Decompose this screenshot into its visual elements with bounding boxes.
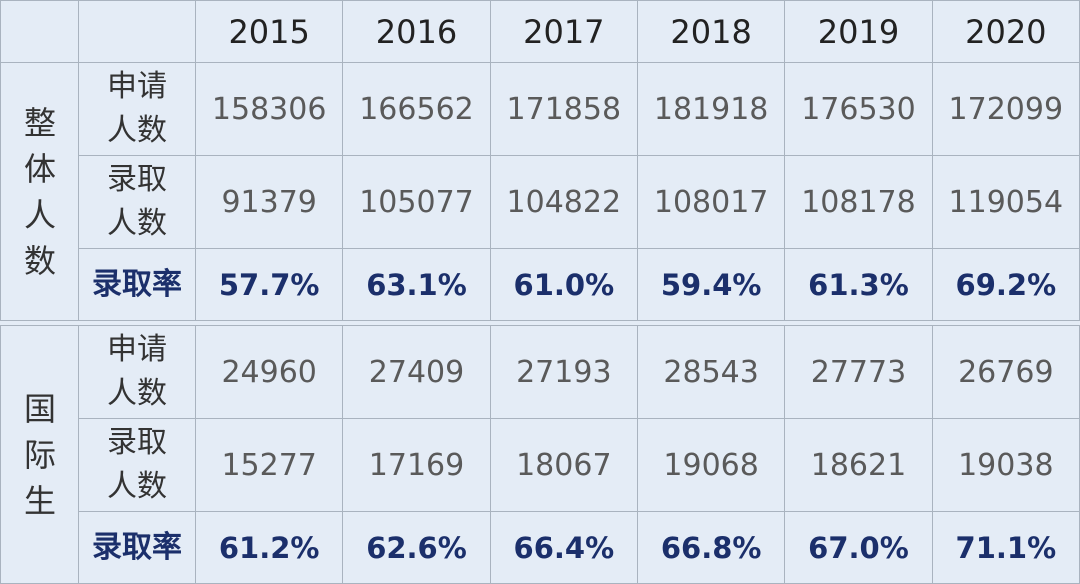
value-cell: 15277 [194,418,344,512]
value-cell: 19038 [931,418,1080,512]
rate-cell: 61.0% [489,248,638,321]
year-header: 2018 [636,0,786,63]
value-cell: 158306 [194,62,344,156]
value-cell: 26769 [931,325,1080,419]
value-cell: 171858 [489,62,638,156]
value-cell: 104822 [489,155,638,249]
value-cell: 18067 [489,418,638,512]
rate-cell: 59.4% [636,248,786,321]
value-cell: 91379 [194,155,344,249]
table-row: 整体人数 申请人数 158306 166562 171858 181918 176530 17… [0,62,1080,321]
value-cell: 27193 [489,325,638,419]
rate-cell: 63.1% [342,248,491,321]
group-label: 整体人数 [0,62,79,321]
row-label: 申请人数 [78,325,196,419]
value-cell: 19068 [636,418,786,512]
value-cell: 108178 [784,155,933,249]
year-header: 2015 [194,0,344,63]
value-cell: 166562 [342,62,491,156]
row-label: 申请人数 [78,62,196,156]
empty-corner [0,0,79,63]
value-cell: 18621 [784,418,933,512]
rate-cell: 61.3% [784,248,933,321]
row-label: 录取率 [78,248,196,321]
rate-cell: 62.6% [342,511,491,584]
header-row: 2015 2016 2017 2018 2019 2020 [0,0,1080,63]
value-cell: 108017 [636,155,786,249]
rate-cell: 71.1% [931,511,1080,584]
year-header: 2017 [489,0,638,63]
value-cell: 24960 [194,325,344,419]
value-cell: 17169 [342,418,491,512]
empty-corner [78,0,196,63]
value-cell: 172099 [931,62,1080,156]
rate-cell: 66.4% [489,511,638,584]
value-cell: 27409 [342,325,491,419]
rate-cell: 69.2% [931,248,1080,321]
value-cell: 28543 [636,325,786,419]
value-cell: 27773 [784,325,933,419]
year-header: 2020 [931,0,1080,63]
rate-cell: 66.8% [636,511,786,584]
table-row: 国际生 申请人数 24960 27409 27193 28543 27773 26769 [0,325,1080,584]
table-row: 录取人数 15277 17169 18067 19068 18621 19038 [1,418,1080,512]
value-cell: 119054 [931,155,1080,249]
table-row: 录取率 61.2% 62.6% 66.4% 66.8% 67.0% 71.1% [1,511,1080,584]
value-cell: 176530 [784,62,933,156]
rate-cell: 57.7% [194,248,344,321]
row-label: 录取人数 [78,418,196,512]
value-cell: 105077 [342,155,491,249]
group-label: 国际生 [0,325,79,584]
year-header: 2019 [784,0,933,63]
value-cell: 181918 [636,62,786,156]
table-row: 录取人数 91379 105077 104822 108017 108178 119054 [1,155,1080,249]
rate-cell: 67.0% [784,511,933,584]
row-label: 录取人数 [78,155,196,249]
row-label: 录取率 [78,511,196,584]
table-row: 录取率 57.7% 63.1% 61.0% 59.4% 61.3% 69.2% [1,248,1080,321]
year-header: 2016 [342,0,491,63]
rate-cell: 61.2% [194,511,344,584]
